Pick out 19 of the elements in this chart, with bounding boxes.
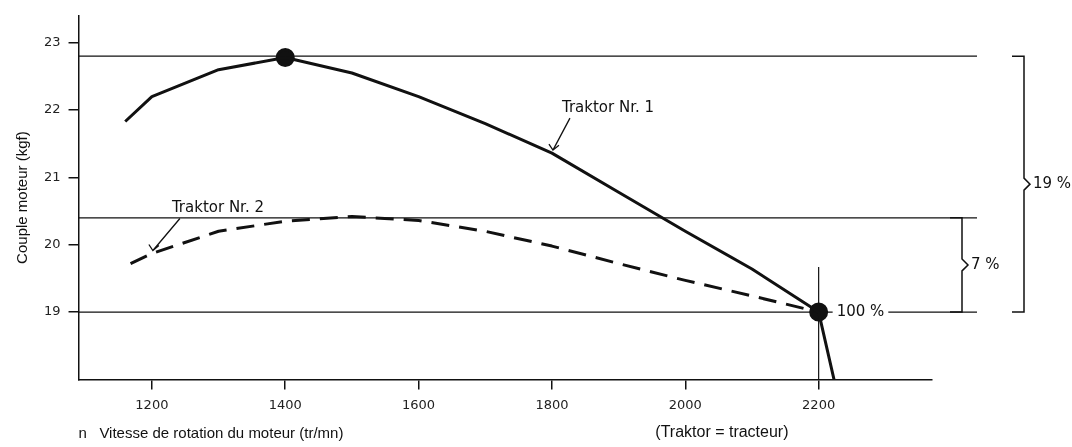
x-tick-label: 2000 bbox=[668, 396, 702, 412]
x-tick-label: 1400 bbox=[268, 396, 302, 412]
y-axis-title: Couple moteur (kgf) bbox=[13, 131, 31, 264]
x-tick-label: 1200 bbox=[135, 396, 169, 412]
x-tick-label: 1600 bbox=[402, 396, 436, 412]
x-axis-title: n Vitesse de rotation du moteur (tr/mn) bbox=[78, 424, 344, 442]
y-tick-label: 22 bbox=[44, 101, 61, 117]
y-tick-label: 19 bbox=[44, 303, 61, 319]
y-tick-label: 21 bbox=[44, 168, 61, 184]
text: Traktor Nr. 1 bbox=[560, 98, 655, 117]
y-tick-label: 23 bbox=[44, 34, 61, 50]
text: 19 % bbox=[1033, 174, 1072, 193]
annotation: 100 % bbox=[836, 301, 885, 320]
y-tick-label: 20 bbox=[44, 236, 61, 252]
series-label: Traktor Nr. 2 bbox=[170, 198, 264, 217]
x-tick-label: 1800 bbox=[535, 396, 569, 412]
text: 7 % bbox=[971, 254, 1000, 273]
x-tick-label: 2200 bbox=[802, 396, 836, 412]
text: (Traktor = tracteur) bbox=[655, 423, 789, 441]
